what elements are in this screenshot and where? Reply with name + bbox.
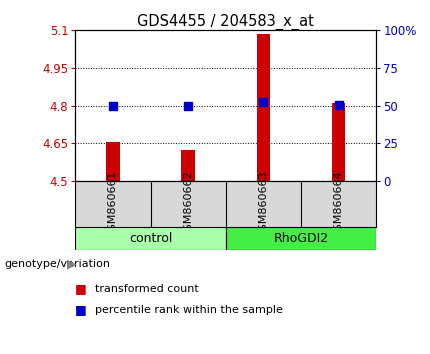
Point	[260, 99, 267, 104]
Text: percentile rank within the sample: percentile rank within the sample	[95, 305, 283, 315]
Point	[109, 103, 116, 108]
Text: genotype/variation: genotype/variation	[4, 259, 111, 269]
Bar	[332, 103, 345, 181]
Point	[185, 103, 192, 109]
Bar	[181, 150, 195, 181]
Text: ■: ■	[75, 303, 91, 316]
Text: control: control	[129, 232, 172, 245]
Point	[335, 102, 342, 108]
Bar	[226, 227, 376, 250]
Bar	[106, 142, 120, 181]
Text: GSM860663: GSM860663	[258, 170, 268, 238]
Text: RhoGDI2: RhoGDI2	[273, 232, 329, 245]
Text: transformed count: transformed count	[95, 284, 198, 293]
Text: ▶: ▶	[67, 257, 76, 270]
Text: ■: ■	[75, 282, 91, 295]
Bar	[257, 34, 270, 181]
Text: GSM860664: GSM860664	[334, 170, 344, 238]
Text: GSM860661: GSM860661	[108, 170, 118, 238]
Title: GDS4455 / 204583_x_at: GDS4455 / 204583_x_at	[137, 14, 314, 30]
Bar	[75, 227, 226, 250]
Text: GSM860662: GSM860662	[183, 170, 193, 238]
